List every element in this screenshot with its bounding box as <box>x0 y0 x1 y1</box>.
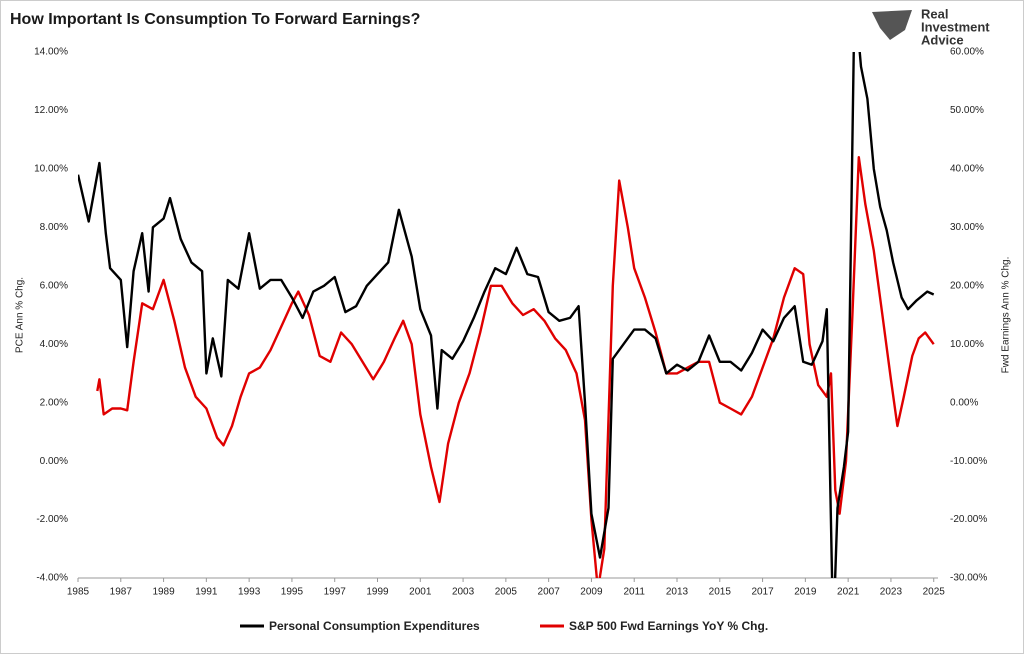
x-tick-label: 2019 <box>794 587 817 598</box>
y-tick-label: 0.00% <box>40 456 68 467</box>
y2-tick-label: 60.00% <box>950 47 984 58</box>
x-tick-label: 1997 <box>324 587 347 598</box>
y-tick-label: 8.00% <box>40 222 68 233</box>
y2-tick-label: 30.00% <box>950 222 984 233</box>
y2-axis-label: Fwd Earnings Ann % Chg. <box>1001 257 1012 374</box>
x-tick-label: 1999 <box>366 587 389 598</box>
x-tick-label: 2005 <box>495 587 518 598</box>
y-axis-label: PCE Ann % Chg. <box>15 277 26 353</box>
y-tick-label: 6.00% <box>40 280 68 291</box>
logo-icon <box>872 10 912 40</box>
y2-tick-label: 50.00% <box>950 105 984 116</box>
logo-text: Investment <box>921 19 990 34</box>
x-tick-label: 2003 <box>452 587 475 598</box>
y-tick-label: 4.00% <box>40 339 68 350</box>
x-tick-label: 2009 <box>580 587 603 598</box>
y-tick-label: 2.00% <box>40 397 68 408</box>
y2-tick-label: -10.00% <box>950 456 987 467</box>
x-tick-label: 2011 <box>623 587 645 598</box>
plot-area <box>78 52 935 578</box>
y-tick-label: 14.00% <box>34 47 68 58</box>
logo-text: Real <box>921 6 948 21</box>
legend-label: S&P 500 Fwd Earnings YoY % Chg. <box>569 619 768 633</box>
y2-tick-label: 40.00% <box>950 164 984 175</box>
y2-tick-label: -20.00% <box>950 514 987 525</box>
x-tick-label: 1995 <box>281 587 304 598</box>
y2-tick-label: 10.00% <box>950 339 984 350</box>
y-tick-label: -4.00% <box>36 573 68 584</box>
x-tick-label: 1993 <box>238 587 261 598</box>
x-tick-label: 2017 <box>751 587 774 598</box>
x-tick-label: 1985 <box>67 587 90 598</box>
y2-tick-label: -30.00% <box>950 573 987 584</box>
legend-label: Personal Consumption Expenditures <box>269 619 480 633</box>
y-tick-label: -2.00% <box>36 514 68 525</box>
x-tick-label: 2021 <box>837 587 860 598</box>
x-tick-label: 2025 <box>923 587 946 598</box>
y-tick-label: 10.00% <box>34 164 68 175</box>
x-tick-label: 2023 <box>880 587 903 598</box>
x-tick-label: 2007 <box>538 587 561 598</box>
x-tick-label: 2013 <box>666 587 689 598</box>
x-tick-label: 2001 <box>409 587 432 598</box>
x-tick-label: 2015 <box>709 587 732 598</box>
chart-title: How Important Is Consumption To Forward … <box>10 11 420 28</box>
logo-text: Advice <box>921 32 964 47</box>
y2-tick-label: 20.00% <box>950 280 984 291</box>
x-tick-label: 1987 <box>110 587 133 598</box>
y-tick-label: 12.00% <box>34 105 68 116</box>
y2-tick-label: 0.00% <box>950 397 978 408</box>
x-tick-label: 1989 <box>152 587 175 598</box>
series-line <box>78 52 935 578</box>
x-tick-label: 1991 <box>195 587 218 598</box>
